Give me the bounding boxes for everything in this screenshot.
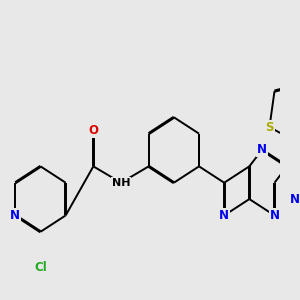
Text: Cl: Cl bbox=[34, 261, 47, 274]
Text: N: N bbox=[257, 143, 267, 157]
Text: O: O bbox=[88, 124, 98, 137]
Text: N: N bbox=[290, 193, 300, 206]
Text: NH: NH bbox=[112, 178, 130, 188]
Text: N: N bbox=[269, 209, 280, 222]
Text: N: N bbox=[219, 209, 229, 222]
Text: S: S bbox=[265, 121, 274, 134]
Text: N: N bbox=[11, 209, 20, 222]
